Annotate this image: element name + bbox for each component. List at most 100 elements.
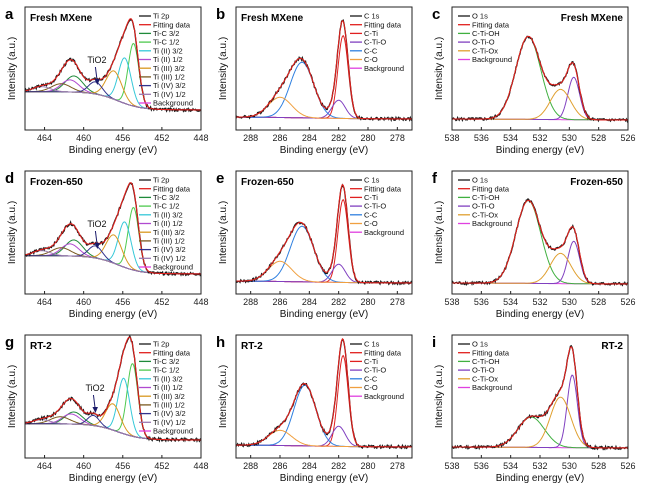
panel-e: 288 286 284 282 280 278 Binding energy (eV) Int… <box>216 170 413 320</box>
panel-h: 288 286 284 282 280 278 Binding energy (eV) Int… <box>216 334 413 484</box>
x-tick-label: 284 <box>302 297 317 307</box>
x-tick-label: 278 <box>390 461 405 471</box>
legend-label: Fitting data <box>472 20 510 29</box>
panel-d: 464 460 456 452 448 Binding energy (eV) Intens… <box>5 170 209 320</box>
panel-letter: d <box>5 170 14 187</box>
x-tick-label: 282 <box>331 461 346 471</box>
legend-label: Ti (III) 3/2 <box>153 228 185 237</box>
fitting-curve <box>25 182 201 275</box>
panel-title: Frozen-650 <box>241 177 294 188</box>
x-tick-label: 456 <box>115 461 130 471</box>
x-tick-label: 534 <box>503 461 518 471</box>
legend-label: Ti (IV) 3/2 <box>153 409 186 418</box>
legend-label: C-O <box>364 55 378 64</box>
fitting-curve <box>236 19 412 120</box>
x-tick-label: 530 <box>562 133 577 143</box>
component-peak-3 <box>452 88 628 121</box>
legend-label: O-Ti-O <box>472 202 495 211</box>
x-tick-label: 280 <box>360 297 375 307</box>
legend-label: Background <box>364 228 404 237</box>
legend-label: C-Ti-Ox <box>472 210 498 219</box>
x-tick-label: 532 <box>532 133 547 143</box>
legend-label: Ti (IV) 3/2 <box>153 245 186 254</box>
fitting-curve <box>236 183 412 284</box>
legend-label: C-Ti-Ox <box>472 46 498 55</box>
legend-label: Background <box>472 55 512 64</box>
y-axis-label: Intensity (a.u.) <box>434 365 445 428</box>
plot-frame <box>235 170 413 295</box>
plot-frame <box>24 334 202 459</box>
component-peak-2 <box>452 76 628 121</box>
annotation-arrowhead <box>94 79 100 85</box>
x-tick-label: 464 <box>37 461 52 471</box>
legend-label: Background <box>364 392 404 401</box>
panel-letter: i <box>432 334 436 351</box>
x-axis-label: Binding energy (eV) <box>280 309 368 320</box>
x-tick-label: 280 <box>360 133 375 143</box>
x-tick-label: 534 <box>503 297 518 307</box>
x-tick-label: 532 <box>532 297 547 307</box>
x-tick-label: 526 <box>620 133 635 143</box>
x-axis-label: Binding energy (eV) <box>280 145 368 156</box>
legend-label: Ti (IV) 1/2 <box>153 254 186 263</box>
x-tick-label: 532 <box>532 461 547 471</box>
fitting-curve <box>236 338 412 448</box>
legend-label: C-O <box>364 219 378 228</box>
panel-title: Frozen-650 <box>30 177 83 188</box>
x-tick-label: 278 <box>390 297 405 307</box>
legend-label: Ti-C 1/2 <box>153 38 179 47</box>
x-tick-label: 284 <box>302 461 317 471</box>
x-tick-label: 538 <box>444 133 459 143</box>
y-axis-label: Intensity (a.u.) <box>218 201 229 264</box>
panel-a: 464 460 456 452 448 Binding energy (eV) Intens… <box>5 6 209 156</box>
legend-label: Ti (IV) 1/2 <box>153 418 186 427</box>
x-tick-label: 456 <box>115 133 130 143</box>
component-peak-2 <box>452 240 628 285</box>
annotation-label: TiO2 <box>87 55 106 65</box>
x-tick-label: 528 <box>591 297 606 307</box>
legend-label: C-O <box>364 383 378 392</box>
plot-frame <box>235 334 413 459</box>
fitting-curve <box>452 346 628 449</box>
x-tick-label: 448 <box>193 133 208 143</box>
legend-label: Background <box>153 99 193 108</box>
panel-letter: c <box>432 6 440 23</box>
legend-label: Fitting data <box>153 348 191 357</box>
legend-label: Ti (II) 3/2 <box>153 210 183 219</box>
x-tick-label: 448 <box>193 297 208 307</box>
y-axis-label: Intensity (a.u.) <box>7 201 18 264</box>
x-tick-label: 526 <box>620 461 635 471</box>
x-tick-label: 460 <box>76 297 91 307</box>
legend-label: Background <box>153 263 193 272</box>
legend-label: C-Ti <box>364 357 378 366</box>
x-axis-label: Binding energy (eV) <box>69 309 157 320</box>
x-tick-label: 278 <box>390 133 405 143</box>
legend-label: C-Ti-OH <box>472 29 500 38</box>
x-tick-label: 286 <box>272 297 287 307</box>
legend-label: Fitting data <box>364 348 402 357</box>
x-tick-label: 286 <box>272 461 287 471</box>
legend-label: C-Ti <box>364 193 378 202</box>
panel-title: RT-2 <box>30 341 52 352</box>
component-peak-3 <box>452 252 628 285</box>
annotation-arrowhead <box>94 243 100 249</box>
legend-label: Ti (II) 1/2 <box>153 219 183 228</box>
x-tick-label: 282 <box>331 297 346 307</box>
x-tick-label: 452 <box>154 297 169 307</box>
legend-label: C 1s <box>364 340 380 349</box>
x-tick-label: 452 <box>154 133 169 143</box>
legend-label: O-Ti-O <box>472 366 495 375</box>
panel-c: 538 536 534 532 530 528 526 Binding energy (eV)… <box>432 6 636 156</box>
legend-label: Ti (IV) 1/2 <box>153 90 186 99</box>
legend-label: Ti (III) 1/2 <box>153 237 185 246</box>
x-tick-label: 536 <box>474 461 489 471</box>
y-axis-label: Intensity (a.u.) <box>7 365 18 428</box>
legend-label: C-Ti <box>364 29 378 38</box>
legend-label: Fitting data <box>472 348 510 357</box>
legend-label: Fitting data <box>364 20 402 29</box>
x-axis-label: Binding energy (eV) <box>496 309 584 320</box>
x-tick-label: 530 <box>562 297 577 307</box>
legend-label: Ti-C 1/2 <box>153 202 179 211</box>
x-tick-label: 536 <box>474 297 489 307</box>
